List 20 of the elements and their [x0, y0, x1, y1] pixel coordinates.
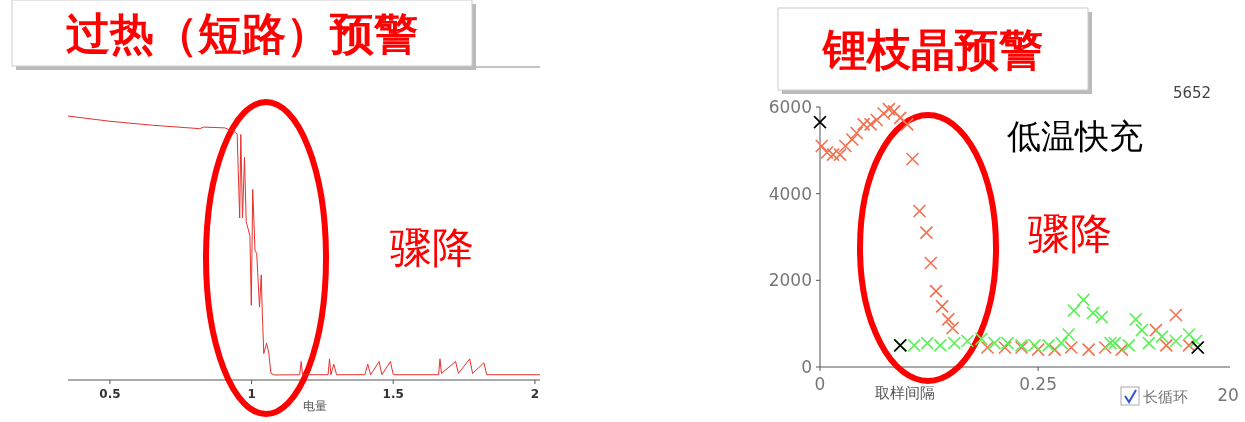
- x-tick-label: 0.25: [1019, 374, 1058, 394]
- chart-title: 锂枝晶预警: [821, 23, 1043, 75]
- y-tick-label: 2000: [768, 270, 812, 291]
- text: 5652: [1172, 84, 1212, 102]
- y-tick-label: 0: [801, 356, 812, 377]
- x-tick-label: 1: [247, 387, 256, 401]
- y-tick-label: 4000: [768, 183, 812, 204]
- annotation: 骤降: [390, 223, 474, 272]
- annotation: 低温快充: [1007, 116, 1143, 156]
- x-axis-title: 电量: [303, 399, 327, 413]
- y-tick-label: 6000: [768, 96, 812, 117]
- x-axis-title: 取样间隔: [875, 384, 935, 402]
- x-tick-label: 0.5: [99, 387, 121, 401]
- annotation: 骤降: [1028, 209, 1112, 258]
- x-tick-label: 1.5: [382, 387, 404, 401]
- text: 长循环: [1142, 388, 1188, 406]
- x-tick-label: 2: [530, 387, 540, 401]
- text: 20: [1217, 385, 1239, 405]
- x-tick-label: 0: [814, 374, 826, 394]
- chart-title: 过热（短路）预警: [66, 7, 418, 59]
